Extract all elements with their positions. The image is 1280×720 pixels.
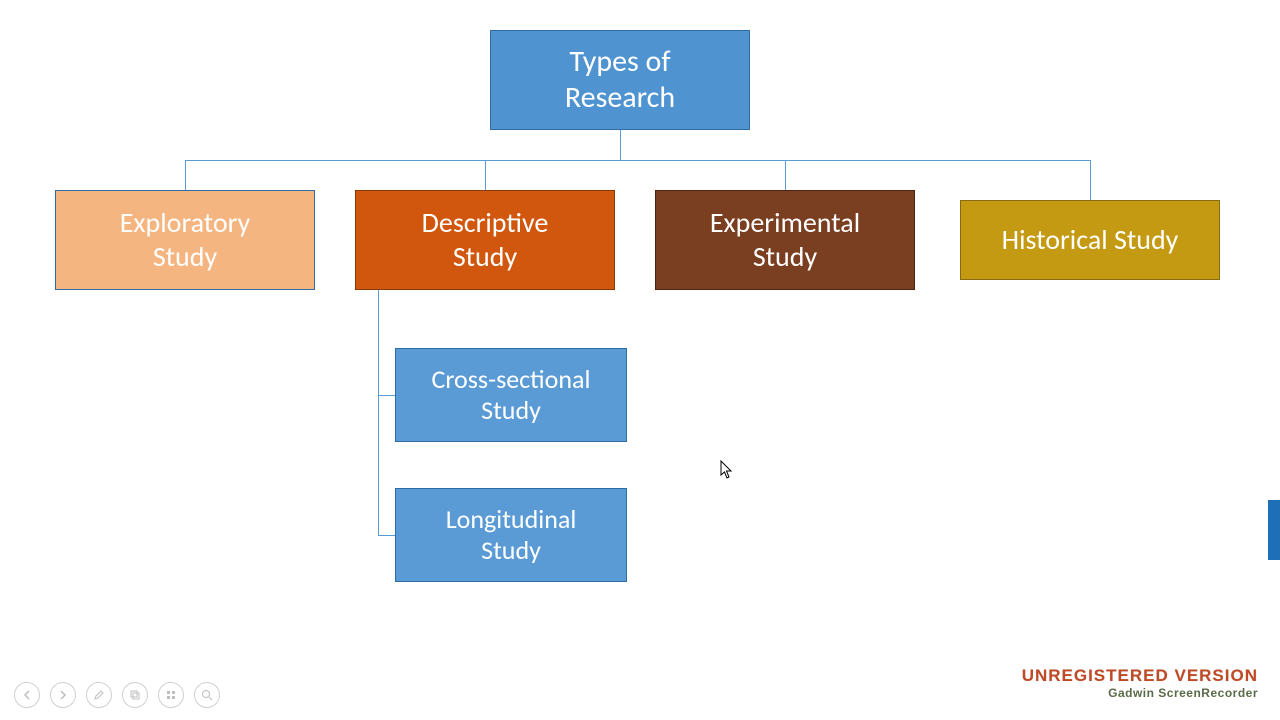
conn-drop-exploratory: [185, 160, 186, 190]
conn-drop-historical: [1090, 160, 1091, 200]
conn-root-stem: [620, 130, 621, 160]
zoom-button[interactable]: [194, 682, 220, 708]
chevron-left-icon: [22, 690, 32, 700]
watermark-line1: UNREGISTERED VERSION: [1022, 666, 1258, 686]
copy-icon: [129, 689, 141, 701]
menu-button[interactable]: [158, 682, 184, 708]
node-label: Historical Study: [1002, 223, 1179, 257]
side-tab[interactable]: [1268, 500, 1280, 560]
watermark-line2: Gadwin ScreenRecorder: [1022, 686, 1258, 700]
node-label: ExploratoryStudy: [120, 206, 250, 273]
copy-button[interactable]: [122, 682, 148, 708]
node-longitudinal-study: LongitudinalStudy: [395, 488, 627, 582]
cursor-icon: [720, 460, 734, 480]
next-slide-button[interactable]: [50, 682, 76, 708]
node-exploratory-study: ExploratoryStudy: [55, 190, 315, 290]
node-label: LongitudinalStudy: [446, 504, 577, 566]
pen-icon: [93, 689, 105, 701]
root-types-of-research: Types ofResearch: [490, 30, 750, 130]
grid-icon: [165, 689, 177, 701]
conn-drop-experimental: [785, 160, 786, 190]
conn-desc-stem: [378, 290, 379, 535]
node-label: DescriptiveStudy: [422, 206, 549, 273]
node-label: Cross-sectionalStudy: [432, 364, 591, 426]
node-historical-study: Historical Study: [960, 200, 1220, 280]
conn-desc-to-long: [378, 535, 395, 536]
zoom-icon: [201, 689, 213, 701]
presenter-toolbar: [14, 682, 220, 708]
node-descriptive-study: DescriptiveStudy: [355, 190, 615, 290]
watermark: UNREGISTERED VERSION Gadwin ScreenRecord…: [1022, 666, 1258, 700]
node-experimental-study: ExperimentalStudy: [655, 190, 915, 290]
node-cross-sectional-study: Cross-sectionalStudy: [395, 348, 627, 442]
pen-button[interactable]: [86, 682, 112, 708]
conn-drop-descriptive: [485, 160, 486, 190]
conn-desc-to-cross: [378, 395, 395, 396]
conn-bus: [185, 160, 1090, 161]
node-label: ExperimentalStudy: [710, 206, 860, 273]
chevron-right-icon: [58, 690, 68, 700]
root-label: Types ofResearch: [565, 44, 675, 116]
prev-slide-button[interactable]: [14, 682, 40, 708]
